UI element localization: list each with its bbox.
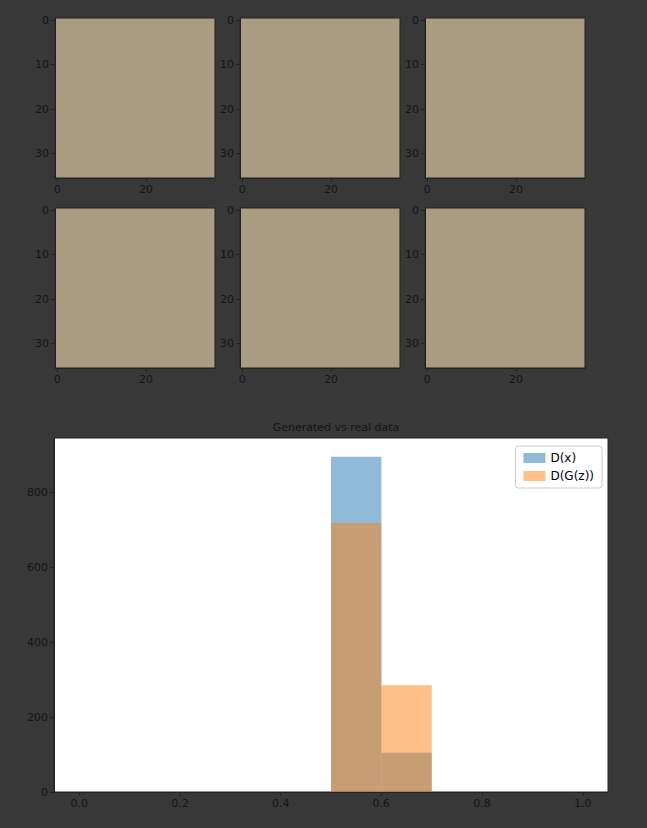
- svg-text:30: 30: [220, 147, 234, 160]
- svg-text:0: 0: [424, 373, 431, 386]
- svg-text:10: 10: [35, 58, 49, 71]
- svg-text:0: 0: [42, 204, 49, 217]
- svg-text:20: 20: [139, 373, 153, 386]
- svg-text:0: 0: [239, 183, 246, 196]
- svg-text:Generated vs real data: Generated vs real data: [273, 421, 400, 434]
- svg-text:20: 20: [324, 183, 338, 196]
- svg-text:20: 20: [139, 183, 153, 196]
- svg-text:800: 800: [27, 486, 48, 499]
- svg-text:400: 400: [27, 636, 48, 649]
- svg-text:10: 10: [405, 248, 419, 261]
- svg-text:0: 0: [54, 183, 61, 196]
- svg-text:30: 30: [35, 147, 49, 160]
- svg-text:20: 20: [509, 183, 523, 196]
- svg-text:20: 20: [324, 373, 338, 386]
- svg-text:0: 0: [42, 14, 49, 27]
- svg-text:0.0: 0.0: [70, 797, 88, 810]
- svg-text:30: 30: [35, 337, 49, 350]
- svg-text:10: 10: [220, 248, 234, 261]
- svg-text:0: 0: [412, 204, 419, 217]
- svg-text:20: 20: [35, 103, 49, 116]
- svg-text:D(x): D(x): [550, 451, 576, 465]
- svg-text:0: 0: [424, 183, 431, 196]
- svg-text:0: 0: [227, 14, 234, 27]
- svg-text:0: 0: [412, 14, 419, 27]
- svg-text:0.2: 0.2: [171, 797, 189, 810]
- svg-text:0.6: 0.6: [373, 797, 391, 810]
- svg-text:0: 0: [239, 373, 246, 386]
- svg-text:10: 10: [35, 248, 49, 261]
- svg-text:0: 0: [54, 373, 61, 386]
- svg-text:600: 600: [27, 561, 48, 574]
- svg-text:1.0: 1.0: [574, 797, 592, 810]
- svg-text:200: 200: [27, 711, 48, 724]
- svg-text:0: 0: [41, 786, 48, 799]
- svg-text:20: 20: [509, 373, 523, 386]
- svg-text:20: 20: [405, 293, 419, 306]
- svg-text:20: 20: [220, 103, 234, 116]
- svg-text:30: 30: [405, 147, 419, 160]
- svg-text:20: 20: [220, 293, 234, 306]
- svg-text:30: 30: [405, 337, 419, 350]
- svg-text:20: 20: [35, 293, 49, 306]
- svg-text:0: 0: [227, 204, 234, 217]
- svg-text:20: 20: [405, 103, 419, 116]
- svg-text:30: 30: [220, 337, 234, 350]
- svg-text:10: 10: [405, 58, 419, 71]
- svg-text:0.8: 0.8: [473, 797, 491, 810]
- svg-text:0.4: 0.4: [272, 797, 290, 810]
- svg-text:10: 10: [220, 58, 234, 71]
- svg-text:D(G(z)): D(G(z)): [550, 469, 594, 483]
